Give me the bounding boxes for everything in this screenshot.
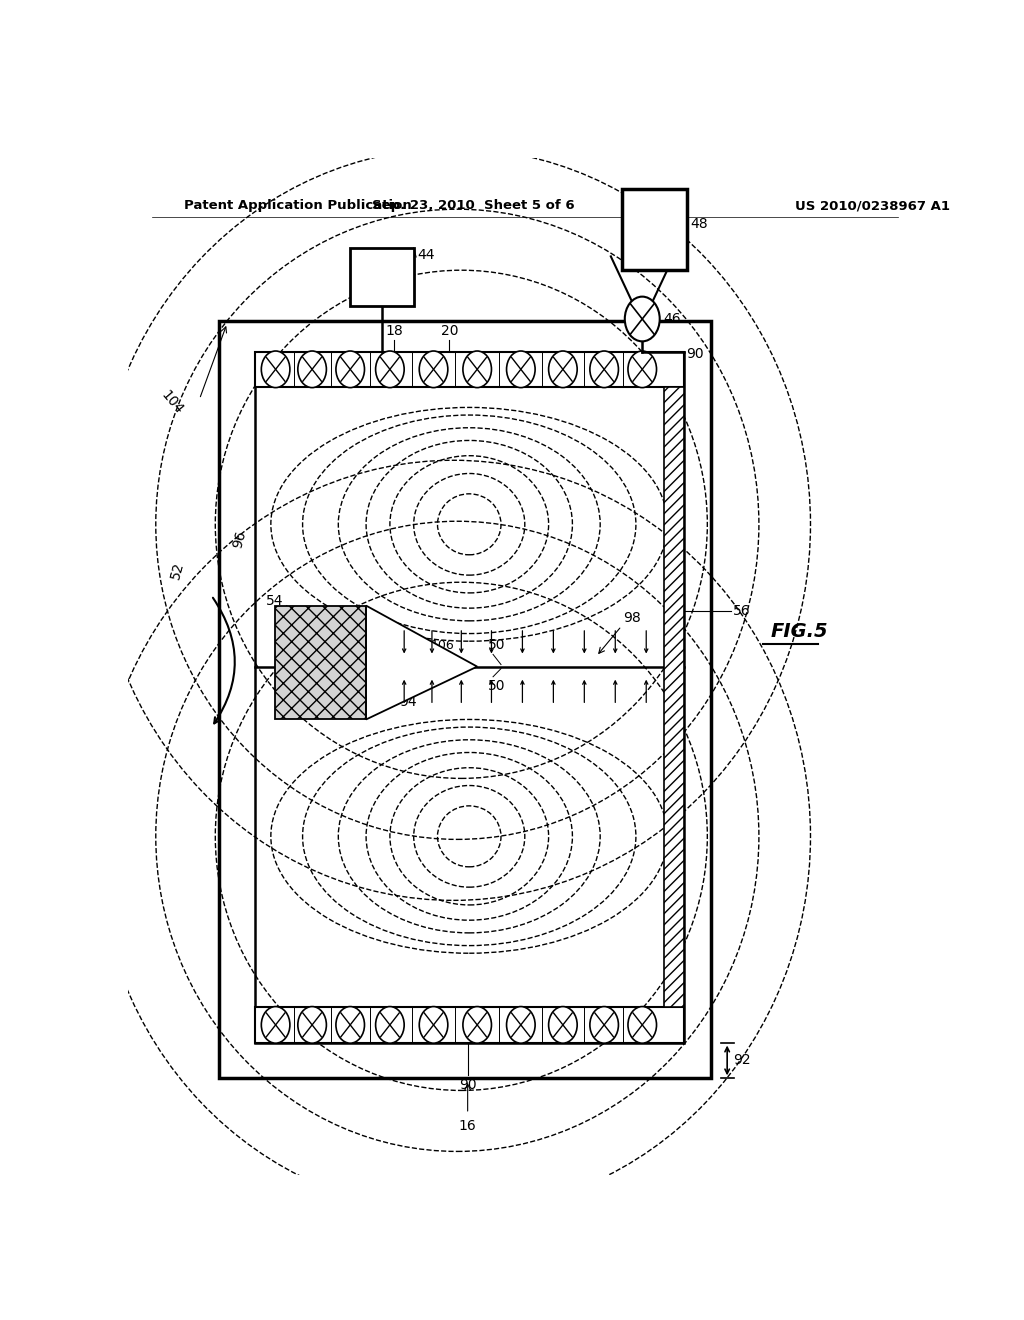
Text: 90: 90	[686, 347, 703, 360]
Bar	[665, 387, 684, 1007]
Text: 94: 94	[399, 696, 417, 709]
Bar	[274, 606, 367, 719]
Text: 100: 100	[375, 639, 401, 652]
Circle shape	[376, 351, 404, 388]
Text: 50: 50	[487, 678, 505, 693]
Circle shape	[298, 351, 327, 388]
Text: 96: 96	[230, 529, 249, 550]
Text: Sep. 23, 2010  Sheet 5 of 6: Sep. 23, 2010 Sheet 5 of 6	[372, 199, 574, 213]
Text: 44: 44	[418, 248, 435, 261]
Text: 56: 56	[733, 603, 751, 618]
Circle shape	[336, 351, 365, 388]
Bar	[255, 351, 684, 1043]
Circle shape	[336, 1007, 365, 1043]
Bar	[219, 321, 712, 1078]
Circle shape	[463, 1007, 492, 1043]
Text: 16: 16	[459, 1119, 476, 1133]
Circle shape	[261, 1007, 290, 1043]
Text: 20: 20	[440, 325, 458, 338]
Polygon shape	[367, 606, 477, 719]
Text: 106: 106	[431, 639, 455, 652]
Bar	[255, 1007, 684, 1043]
Circle shape	[419, 351, 447, 388]
Circle shape	[628, 351, 656, 388]
Text: 54: 54	[266, 594, 284, 607]
Circle shape	[549, 351, 578, 388]
Bar	[350, 248, 414, 306]
Circle shape	[298, 1007, 327, 1043]
Text: Patent Application Publication: Patent Application Publication	[183, 199, 412, 213]
Circle shape	[376, 1007, 404, 1043]
Bar	[622, 189, 687, 271]
Circle shape	[590, 351, 618, 388]
Circle shape	[590, 1007, 618, 1043]
Circle shape	[261, 351, 290, 388]
Text: 90: 90	[459, 1078, 476, 1092]
Circle shape	[507, 351, 536, 388]
Circle shape	[507, 1007, 536, 1043]
Bar	[255, 351, 684, 387]
Text: 104: 104	[159, 388, 186, 417]
Text: 92: 92	[733, 1053, 752, 1067]
Text: 18: 18	[385, 325, 402, 338]
Circle shape	[625, 297, 659, 342]
Circle shape	[549, 1007, 578, 1043]
Circle shape	[463, 351, 492, 388]
Circle shape	[419, 1007, 447, 1043]
Text: 50: 50	[487, 639, 505, 652]
Text: FIG.5: FIG.5	[771, 622, 828, 640]
Text: 98: 98	[624, 611, 641, 624]
Circle shape	[628, 1007, 656, 1043]
Text: 52: 52	[168, 560, 186, 581]
Text: 46: 46	[663, 312, 681, 326]
Text: 48: 48	[690, 218, 709, 231]
Text: US 2010/0238967 A1: US 2010/0238967 A1	[795, 199, 949, 213]
